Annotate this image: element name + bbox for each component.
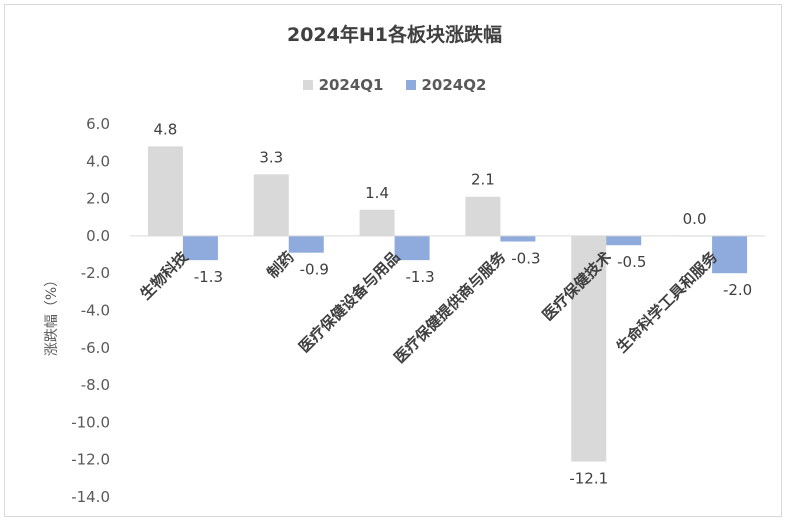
bar-2024q1-4 [571,235,607,462]
legend: 2024Q1 2024Q2 [0,76,789,94]
data-label-2024q1-5: 0.0 [683,210,707,228]
data-label-2024q1-3: 2.1 [471,171,495,189]
legend-swatch-q1 [302,80,313,90]
x-category-label: 医疗保健提供商与服务 [390,247,510,367]
bar-2024q2-1 [288,235,324,253]
data-label-2024q2-5: -2.0 [723,281,752,299]
legend-item-q2: 2024Q2 [405,76,487,94]
x-category-label: 制药 [264,248,298,282]
data-label-2024q1-0: 4.8 [153,120,177,138]
bar-2024q2-2 [394,235,430,261]
data-label-2024q2-2: -1.3 [405,268,434,286]
legend-label-q2: 2024Q2 [421,76,487,94]
bar-2024q1-3 [465,196,501,236]
y-tick-label: -14.0 [71,488,110,506]
y-tick-label: -6.0 [81,339,110,357]
data-label-2024q1-2: 1.4 [365,184,389,202]
data-label-2024q1-1: 3.3 [259,148,283,166]
data-label-2024q2-3: -0.3 [511,249,540,267]
data-label-2024q1-4: -12.1 [569,470,608,488]
legend-item-q1: 2024Q1 [302,76,384,94]
y-tick-label: -12.0 [71,451,110,469]
bar-2024q1-2 [359,209,395,236]
y-tick-label: 0.0 [86,227,110,245]
y-tick-label: -10.0 [71,413,110,431]
x-category-label: 生物科技 [137,247,193,303]
bar-2024q2-4 [606,235,642,246]
data-label-2024q2-4: -0.5 [617,253,646,271]
legend-swatch-q2 [405,80,416,90]
legend-label-q1: 2024Q1 [318,76,384,94]
y-axis-title: 涨跌幅（%） [44,273,60,356]
chart-frame [4,4,782,517]
bar-2024q2-3 [500,235,536,242]
bar-2024q1-1 [253,174,289,236]
bar-2024q2-5 [712,235,748,274]
y-tick-label: -4.0 [81,302,110,320]
data-label-2024q2-0: -1.3 [194,268,223,286]
y-tick-label: 6.0 [86,115,110,133]
y-tick-label: 2.0 [86,190,110,208]
data-label-2024q2-1: -0.9 [300,261,329,279]
chart-title: 2024年H1各板块涨跌幅 [286,24,502,46]
bar-2024q1-0 [147,146,183,236]
y-tick-label: -8.0 [81,376,110,394]
y-tick-label: 4.0 [86,152,110,170]
bar-2024q2-0 [182,235,218,261]
y-tick-label: -2.0 [81,264,110,282]
